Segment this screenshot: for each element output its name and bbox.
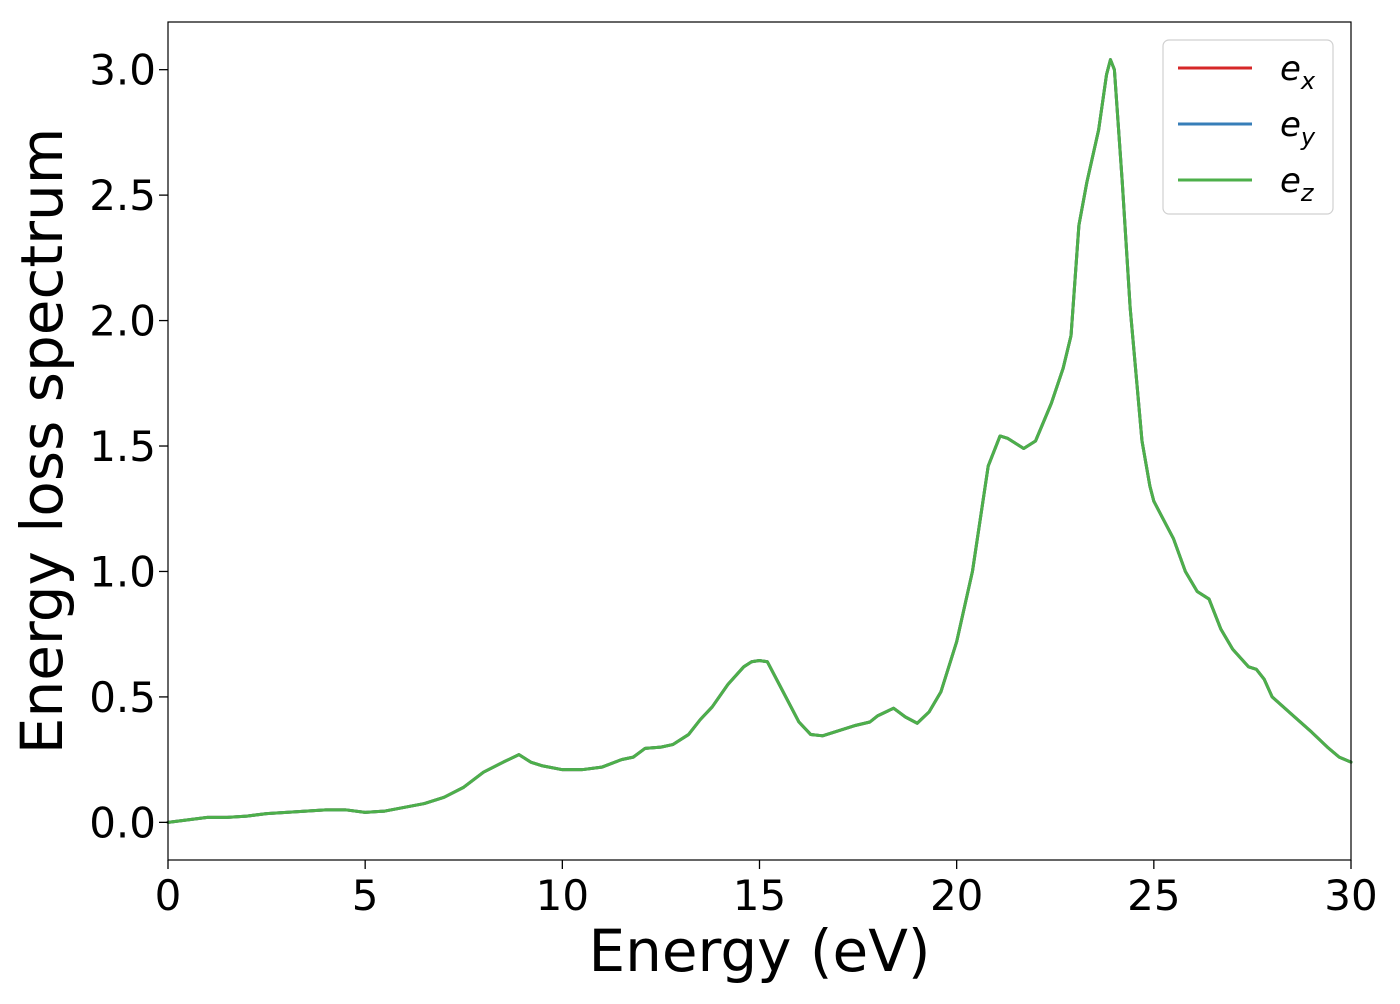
series-layer — [166, 58, 1353, 824]
y-axis-ticks: 0.0 0.5 1.0 1.5 2.0 2.5 3.0 — [89, 46, 168, 847]
y-tick-label: 0.0 — [89, 798, 156, 847]
plot-background — [168, 22, 1351, 860]
y-tick-label: 1.5 — [89, 422, 156, 471]
x-axis-ticks: 0 5 10 15 20 25 30 — [155, 860, 1378, 920]
plot-frame — [167, 21, 1352, 861]
x-tick-label: 10 — [536, 871, 589, 920]
y-tick-label: 2.0 — [89, 297, 156, 346]
series-line-e-z — [166, 58, 1353, 824]
legend-label-e-x: ex — [1280, 49, 1316, 95]
y-tick-label: 3.0 — [89, 46, 156, 95]
x-axis-label: Energy (eV) — [588, 917, 930, 985]
y-axis-label: Energy loss spectrum — [8, 128, 76, 754]
x-tick-label: 5 — [352, 871, 379, 920]
x-tick-label: 0 — [155, 871, 182, 920]
x-tick-label: 15 — [733, 871, 786, 920]
x-tick-label: 30 — [1324, 871, 1377, 920]
y-tick-label: 2.5 — [89, 171, 156, 220]
y-tick-label: 0.5 — [89, 673, 156, 722]
y-tick-label: 1.0 — [89, 547, 156, 596]
legend-label-e-y: ey — [1280, 105, 1316, 151]
legend: ex ey ez — [1162, 39, 1334, 215]
legend-label-e-z: ez — [1280, 161, 1315, 207]
x-tick-label: 25 — [1127, 871, 1180, 920]
x-tick-label: 20 — [930, 871, 983, 920]
legend-box — [1162, 39, 1334, 215]
